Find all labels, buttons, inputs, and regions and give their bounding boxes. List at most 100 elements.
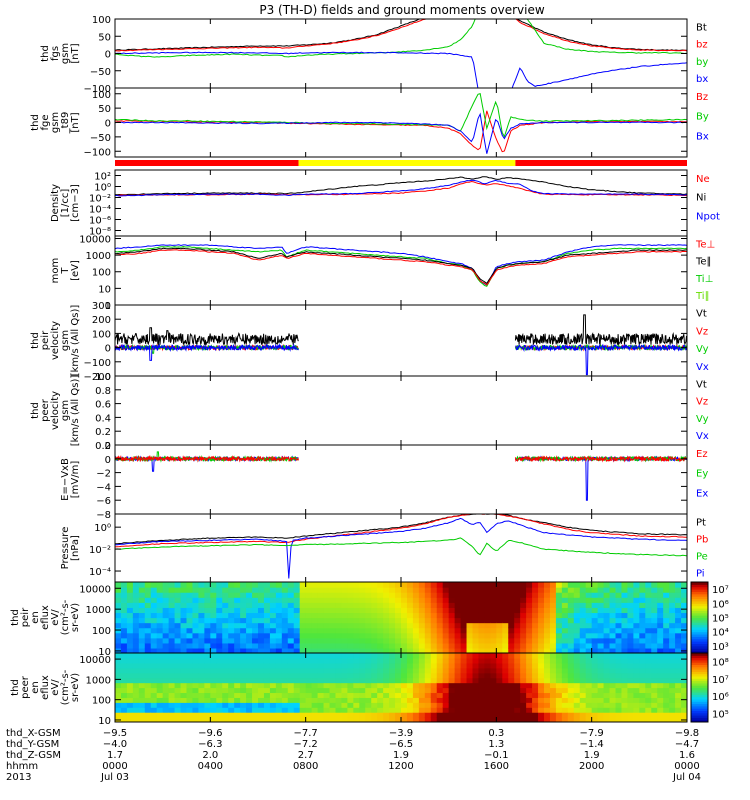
spectrogram-cell: [162, 707, 170, 713]
spectrogram-cell: [353, 682, 360, 689]
spectrogram-cell: [502, 682, 509, 689]
spectrogram-cell: [275, 602, 283, 608]
spectrogram-cell: [651, 687, 658, 694]
spectrogram-cell: [377, 653, 384, 659]
spectrogram-cell: [299, 657, 307, 664]
spectrogram-cell: [120, 602, 128, 608]
spectrogram-cell: [347, 672, 354, 679]
spectrogram-cell: [120, 702, 128, 708]
spectrogram-cell: [424, 582, 432, 588]
spectrogram-cell: [353, 653, 360, 659]
spectrogram-cell: [454, 582, 462, 588]
spectrogram-cell: [293, 707, 301, 713]
y-axis-label: gsm: [60, 330, 71, 351]
spectrogram-cell: [645, 632, 652, 639]
spectrogram-cell: [299, 597, 307, 603]
spectrogram-cell: [258, 697, 265, 703]
spectrogram-cell: [216, 653, 223, 659]
spectrogram-cell: [597, 602, 605, 608]
spectrogram-cell: [567, 657, 575, 664]
spectrogram-cell: [216, 612, 223, 619]
spectrogram-cell: [478, 597, 486, 603]
legend-entry: Ex: [696, 488, 708, 499]
colorbar-cell: [691, 596, 708, 600]
spectrogram-cell: [126, 682, 134, 689]
spectrogram-cell: [538, 662, 545, 669]
spectrogram-cell: [657, 647, 664, 653]
spectrogram-cell: [371, 622, 378, 629]
y-axis-label: E=−VxB: [60, 458, 71, 501]
spectrogram-cell: [246, 682, 253, 689]
spectrogram-cell: [490, 612, 497, 619]
spectrogram-cell: [180, 677, 188, 684]
spectrogram-cell: [615, 692, 623, 698]
spectrogram-cell: [305, 607, 313, 614]
spectrogram-cell: [544, 612, 551, 619]
spectrogram-cell: [436, 597, 444, 603]
spectrogram-cell: [240, 667, 247, 674]
spectrogram-cell: [180, 582, 188, 588]
spectrogram-cell: [162, 637, 170, 644]
spectrogram-cell: [478, 627, 486, 634]
spectrogram-cell: [210, 617, 217, 624]
spectrogram-cell: [115, 597, 122, 603]
spectrogram-cell: [442, 587, 450, 593]
spectrogram-cell: [365, 627, 372, 634]
spectrogram-cell: [126, 607, 134, 614]
spectrogram-cell: [436, 637, 444, 644]
spectrogram-cell: [681, 677, 687, 684]
spectrogram-cell: [430, 602, 438, 608]
spectrogram-cell: [490, 702, 497, 708]
spectrogram-cell: [353, 602, 360, 608]
spectrogram-cell: [281, 597, 289, 603]
spectrogram-cell: [198, 582, 205, 588]
spectrogram-cell: [603, 597, 611, 603]
spectrogram-cell: [156, 682, 164, 689]
spectrogram-cell: [538, 647, 545, 653]
spectrogram-cell: [424, 653, 432, 659]
spectrogram-cell: [633, 677, 640, 684]
series-bt-line: [115, 19, 687, 52]
spectrogram-cell: [168, 587, 176, 593]
spectrogram-cell: [150, 707, 158, 713]
spectrogram-cell: [472, 612, 480, 619]
spectrogram-cell: [424, 602, 432, 608]
spectrogram-cell: [150, 702, 158, 708]
spectrogram-cell: [323, 667, 331, 674]
spectrogram-cell: [406, 682, 414, 689]
colorbar-cell: [691, 666, 708, 670]
spectrogram-cell: [311, 612, 319, 619]
spectrogram-cell: [323, 632, 331, 639]
spectrogram-cell: [156, 632, 164, 639]
series-by-line: [115, 92, 687, 138]
spectrogram-cell: [204, 582, 211, 588]
spectrogram-cell: [555, 597, 563, 603]
spectrogram-cell: [675, 582, 682, 588]
series-by-line: [115, 19, 687, 58]
spectrogram-cell: [448, 677, 456, 684]
spectrogram-cell: [168, 702, 176, 708]
spectrogram-cell: [460, 653, 468, 659]
spectrogram-cell: [305, 602, 313, 608]
spectrogram-cell: [555, 587, 563, 593]
spectrogram-cell: [228, 712, 235, 718]
spectrogram-cell: [377, 612, 384, 619]
spectrogram-cell: [591, 682, 599, 689]
spectrogram-cell: [323, 607, 331, 614]
spectrogram-cell: [186, 632, 194, 639]
spectrogram-cell: [585, 717, 593, 722]
spectrogram-cell: [174, 647, 182, 653]
spectrogram-cell: [490, 662, 497, 669]
x-axis-labels: thd_X-GSM −9.5 −9.6 −7.7 −3.9 0.3 −7.9 −9.8thd_…: [6, 728, 701, 783]
spectrogram-cell: [347, 647, 354, 653]
spectrogram-cell: [436, 587, 444, 593]
spectrogram-cell: [406, 597, 414, 603]
spectrogram-cell: [573, 682, 581, 689]
spectrogram-cell: [448, 687, 456, 694]
spectrogram-cell: [335, 647, 343, 653]
spectrogram-cell: [275, 632, 283, 639]
spectrogram-cell: [621, 692, 629, 698]
spectrogram-cell: [627, 677, 634, 684]
spectrogram-cell: [258, 662, 265, 669]
